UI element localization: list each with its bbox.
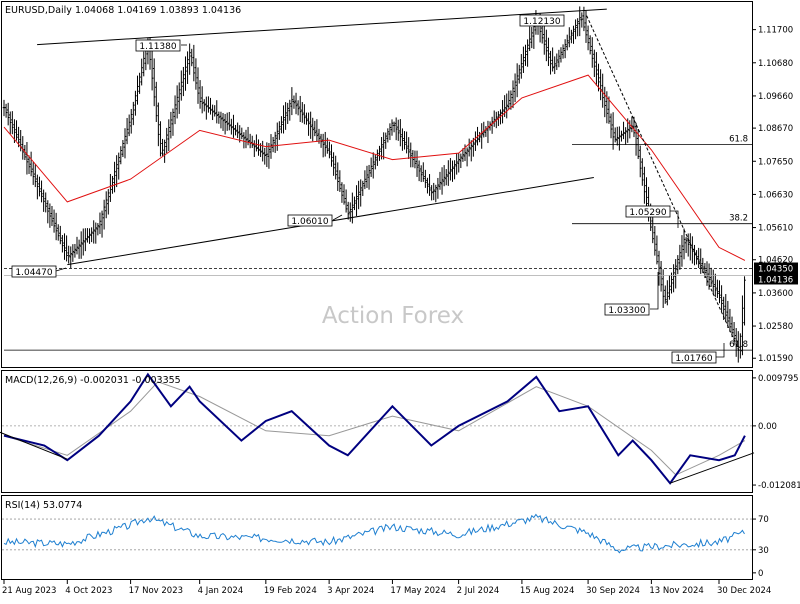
x-axis-label: 15 Aug 2024 — [520, 586, 574, 596]
level-label-text: 1.05290 — [629, 208, 666, 218]
level-label-box — [519, 14, 565, 27]
level-label-box — [671, 351, 717, 364]
rsi-axis-label: 70 — [758, 515, 769, 525]
price-axis-label: 1.04620 — [758, 256, 793, 266]
level-label-text: 1.01760 — [675, 354, 712, 364]
x-axis-label: 17 Nov 2023 — [129, 586, 183, 596]
rsi-axis-label: 0 — [758, 569, 763, 579]
current-price-tag-text: 1.04136 — [758, 275, 793, 285]
level-label-box — [135, 39, 181, 52]
rsi-axis-label: 30 — [758, 546, 769, 556]
x-axis-label: 30 Dec 2024 — [717, 586, 771, 596]
axis-layer: 1.11700 1.10680 1.09660 1.08670 1.07650 1.066… — [2, 26, 800, 596]
price-axis-label: 1.03600 — [758, 289, 793, 299]
macd-panel-frame — [1, 370, 753, 493]
x-axis-label: 17 May 2024 — [390, 586, 445, 596]
macd-signal-line — [3, 381, 746, 476]
macd-trendline-left — [0, 431, 68, 460]
x-axis-label: 4 Oct 2023 — [65, 586, 112, 596]
fib-level-label: 61.8 — [729, 134, 748, 144]
price-title: EURUSD,Daily 1.04068 1.04169 1.03893 1.0… — [5, 5, 241, 16]
price-layer: 61.8 38.2 61.8 1.11380 1.12130 1.06010 1.04470… — [2, 6, 752, 364]
level-label-box — [604, 303, 650, 316]
x-axis-label: 21 Aug 2023 — [2, 586, 56, 596]
price-panel-frame — [1, 1, 753, 368]
rsi-title: RSI(14) 53.0774 — [5, 500, 82, 511]
macd-axis-label: -0.012081 — [758, 481, 800, 491]
dashed-decline-line — [586, 15, 740, 351]
level-label-text: 1.04470 — [15, 268, 52, 278]
price-axis-label: 1.02580 — [758, 322, 793, 332]
level-label-text: 1.03300 — [608, 306, 645, 316]
rsi-line — [3, 513, 745, 554]
macd-title: MACD(12,26,9) -0.002031 -0.003355 — [5, 375, 181, 386]
moving-average-line — [3, 74, 746, 261]
level-label-box — [11, 265, 57, 278]
price-axis-label: 1.01590 — [758, 354, 793, 364]
price-axis-label: 1.09660 — [758, 92, 793, 102]
level-label-leader — [716, 343, 725, 358]
macd-layer — [0, 372, 755, 485]
ref-price-tag — [754, 262, 798, 274]
ref-price-tag-text: 1.04350 — [758, 265, 793, 275]
price-axis-label: 1.06630 — [758, 190, 793, 200]
rsi-layer — [2, 513, 752, 554]
macd-axis-label: 0.00 — [758, 422, 777, 432]
x-axis-label: 3 Apr 2024 — [327, 586, 374, 596]
level-label-text: 1.11380 — [139, 42, 176, 52]
fib-level-label: 61.8 — [729, 340, 748, 350]
price-axis-label: 1.10680 — [758, 59, 793, 69]
level-label-leader — [670, 210, 679, 228]
watermark: Action Forex — [322, 303, 464, 329]
x-axis-label: 30 Sep 2024 — [586, 586, 640, 596]
upper-trendline — [37, 8, 607, 46]
level-label-leader — [332, 214, 343, 221]
price-axis-label: 1.07650 — [758, 157, 793, 167]
x-axis-label: 13 Nov 2024 — [649, 586, 703, 596]
price-axis-label: 1.11700 — [758, 26, 793, 36]
macd-line — [3, 372, 746, 485]
price-axis-label: 1.05610 — [758, 224, 793, 234]
level-label-text: 1.06010 — [291, 217, 328, 227]
x-axis-label: 4 Jan 2024 — [198, 586, 244, 596]
level-label-leader — [650, 272, 659, 310]
level-label-text: 1.12130 — [523, 17, 560, 27]
rsi-panel-frame — [1, 495, 753, 580]
x-axis-label: 2 Jul 2024 — [457, 586, 500, 596]
fib-level-label: 38.2 — [729, 214, 748, 224]
x-axis-label: 19 Feb 2024 — [264, 586, 317, 596]
macd-trendline-right — [669, 452, 755, 484]
current-price-tag — [754, 273, 798, 285]
level-label-box — [287, 214, 333, 227]
level-label-box — [625, 205, 671, 218]
price-axis-label: 1.08670 — [758, 124, 793, 134]
macd-axis-label: 0.009795 — [758, 374, 799, 384]
level-label-leader — [55, 267, 67, 272]
